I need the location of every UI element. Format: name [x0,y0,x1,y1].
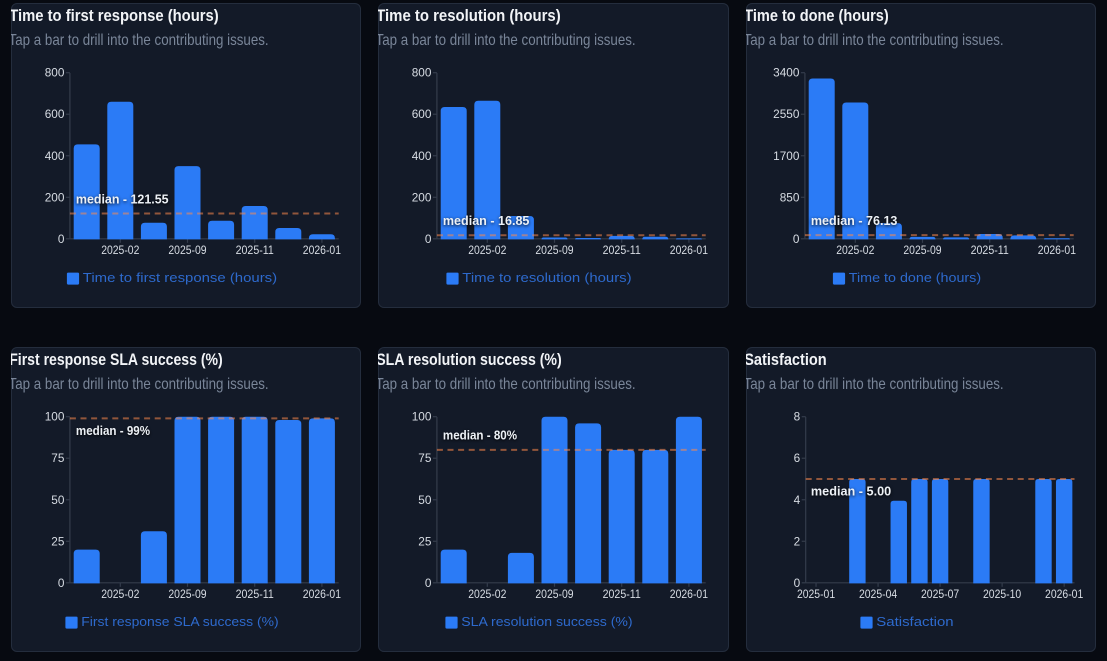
svg-text:50: 50 [51,493,65,507]
svg-text:2025-07: 2025-07 [921,587,959,601]
svg-text:2025-09: 2025-09 [168,243,206,257]
svg-text:Time to resolution (hours): Time to resolution (hours) [378,6,561,25]
svg-text:median - 16.85: median - 16.85 [443,213,530,228]
svg-text:2550: 2550 [773,107,800,121]
svg-text:2025-02: 2025-02 [101,243,139,257]
svg-text:Tap a bar to drill into the co: Tap a bar to drill into the contributing… [11,376,269,393]
svg-text:2025-11: 2025-11 [970,243,1008,257]
svg-text:0: 0 [57,232,64,246]
svg-text:SLA resolution success (%): SLA resolution success (%) [461,614,632,629]
svg-text:median - 5.00: median - 5.00 [810,483,890,498]
svg-text:2026-01: 2026-01 [1037,243,1075,257]
svg-text:0: 0 [425,232,432,246]
svg-text:Time to resolution (hours): Time to resolution (hours) [462,270,631,285]
svg-text:2025-11: 2025-11 [603,243,641,257]
svg-text:median - 80%: median - 80% [443,428,518,443]
svg-text:75: 75 [418,451,432,465]
svg-text:2025-09: 2025-09 [535,587,573,601]
svg-text:800: 800 [44,66,64,80]
svg-text:800: 800 [412,66,432,80]
svg-text:Time to first response (hours): Time to first response (hours) [11,6,219,25]
svg-text:Tap a bar to drill into the co: Tap a bar to drill into the contributing… [378,376,636,393]
svg-text:25: 25 [51,534,65,548]
svg-text:2025-10: 2025-10 [983,587,1022,601]
svg-text:6: 6 [793,451,800,465]
svg-text:25: 25 [418,534,432,548]
svg-text:1700: 1700 [773,149,800,163]
svg-text:First response SLA success (%): First response SLA success (%) [11,350,223,369]
svg-text:50: 50 [418,493,432,507]
svg-text:0: 0 [425,576,432,590]
svg-text:Time to first response (hours): Time to first response (hours) [82,270,276,285]
svg-text:2025-02: 2025-02 [468,243,506,257]
svg-text:Tap a bar to drill into the co: Tap a bar to drill into the contributing… [11,32,269,49]
svg-text:0: 0 [57,576,64,590]
svg-text:2025-02: 2025-02 [101,587,139,601]
svg-text:2025-09: 2025-09 [168,587,206,601]
svg-text:8: 8 [793,410,800,424]
svg-text:2025-02: 2025-02 [836,243,874,257]
svg-text:median - 76.13: median - 76.13 [810,213,897,228]
svg-text:850: 850 [779,190,799,204]
svg-text:2025-02: 2025-02 [468,587,506,601]
svg-text:600: 600 [412,107,432,121]
svg-text:2026-01: 2026-01 [670,243,708,257]
svg-text:2: 2 [793,534,800,548]
svg-text:100: 100 [44,410,64,424]
svg-text:Time to done (hours): Time to done (hours) [848,270,980,285]
svg-text:75: 75 [51,451,65,465]
svg-text:2026-01: 2026-01 [670,587,708,601]
svg-text:3400: 3400 [773,66,800,80]
svg-text:Time to done (hours): Time to done (hours) [746,6,889,25]
svg-text:Tap a bar to drill into the co: Tap a bar to drill into the contributing… [746,32,1004,49]
svg-text:2025-01: 2025-01 [796,587,834,601]
svg-text:2025-11: 2025-11 [235,243,273,257]
svg-text:First response SLA success (%): First response SLA success (%) [81,614,278,629]
svg-text:Satisfaction: Satisfaction [876,614,953,629]
svg-text:Tap a bar to drill into the co: Tap a bar to drill into the contributing… [746,376,1004,393]
svg-text:100: 100 [412,410,432,424]
svg-text:400: 400 [412,149,432,163]
svg-text:4: 4 [793,493,800,507]
svg-text:SLA resolution success (%): SLA resolution success (%) [378,350,562,369]
svg-text:600: 600 [44,107,64,121]
svg-text:2025-11: 2025-11 [235,587,273,601]
svg-text:0: 0 [792,232,799,246]
svg-text:2025-09: 2025-09 [535,243,573,257]
svg-text:400: 400 [44,149,64,163]
svg-text:median - 121.55: median - 121.55 [75,191,168,206]
svg-text:0: 0 [793,576,800,590]
svg-text:Tap a bar to drill into the co: Tap a bar to drill into the contributing… [378,32,636,49]
svg-text:2025-09: 2025-09 [903,243,941,257]
svg-text:2026-01: 2026-01 [1045,587,1083,601]
svg-text:2026-01: 2026-01 [302,243,340,257]
svg-text:200: 200 [412,190,432,204]
svg-text:200: 200 [44,190,64,204]
svg-text:Satisfaction: Satisfaction [746,350,827,369]
svg-text:2025-11: 2025-11 [603,587,641,601]
svg-text:2026-01: 2026-01 [302,587,340,601]
svg-text:median - 99%: median - 99% [75,423,150,438]
svg-text:2025-04: 2025-04 [858,587,897,601]
